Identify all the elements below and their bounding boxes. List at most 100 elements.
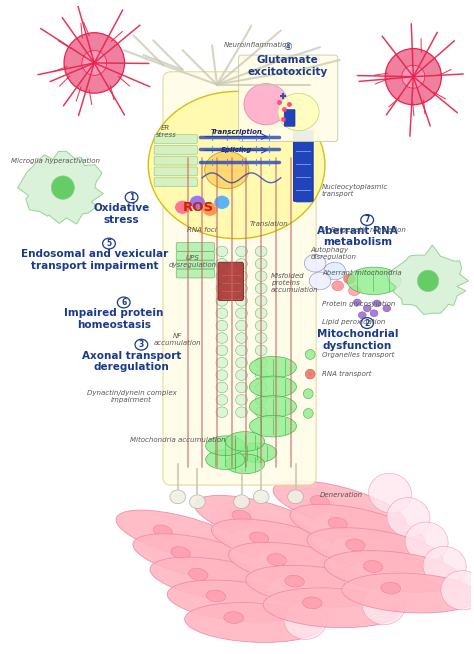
Ellipse shape	[236, 296, 247, 306]
Ellipse shape	[232, 510, 251, 523]
Ellipse shape	[255, 370, 267, 381]
Ellipse shape	[236, 308, 247, 318]
Ellipse shape	[344, 274, 356, 284]
Text: ER
stress: ER stress	[155, 125, 176, 138]
Ellipse shape	[249, 356, 297, 378]
Ellipse shape	[206, 590, 226, 602]
FancyBboxPatch shape	[154, 167, 197, 176]
Ellipse shape	[236, 333, 247, 343]
Text: 3: 3	[139, 340, 144, 349]
Text: 6: 6	[121, 298, 127, 307]
Ellipse shape	[327, 537, 370, 576]
Ellipse shape	[385, 48, 441, 105]
Ellipse shape	[255, 394, 267, 405]
Ellipse shape	[310, 496, 329, 508]
Text: ROS: ROS	[183, 201, 214, 214]
Ellipse shape	[216, 308, 228, 318]
Ellipse shape	[190, 495, 205, 509]
Ellipse shape	[51, 176, 74, 199]
Ellipse shape	[363, 560, 383, 572]
Ellipse shape	[381, 582, 401, 594]
Text: Mitochondria accumulation: Mitochondria accumulation	[130, 437, 226, 443]
Ellipse shape	[303, 389, 313, 399]
Text: Microglia hyperactivation: Microglia hyperactivation	[11, 158, 100, 164]
Ellipse shape	[150, 557, 286, 602]
Ellipse shape	[255, 407, 267, 417]
Ellipse shape	[255, 296, 267, 306]
Ellipse shape	[373, 300, 381, 307]
Ellipse shape	[345, 561, 388, 600]
Ellipse shape	[236, 320, 247, 331]
Ellipse shape	[236, 283, 247, 294]
Ellipse shape	[441, 571, 474, 610]
Text: Axonal transport
deregulation: Axonal transport deregulation	[82, 351, 181, 372]
Ellipse shape	[267, 554, 287, 566]
Ellipse shape	[206, 436, 245, 456]
Ellipse shape	[216, 271, 228, 281]
Ellipse shape	[125, 192, 138, 203]
Text: Transcription: Transcription	[210, 129, 263, 135]
Ellipse shape	[255, 308, 267, 318]
Ellipse shape	[205, 151, 249, 188]
Text: Misfolded
proteins
accumulation: Misfolded proteins accumulation	[271, 273, 319, 293]
Ellipse shape	[284, 600, 327, 640]
Ellipse shape	[369, 473, 411, 513]
Text: Impaired protein
homeostasis: Impaired protein homeostasis	[64, 308, 164, 330]
Ellipse shape	[116, 510, 249, 562]
Ellipse shape	[236, 271, 247, 281]
Ellipse shape	[328, 517, 347, 530]
Ellipse shape	[167, 580, 304, 622]
Ellipse shape	[387, 498, 430, 537]
Ellipse shape	[171, 547, 191, 559]
Text: Endosomal and vexicular
transport impairment: Endosomal and vexicular transport impair…	[21, 249, 168, 271]
Ellipse shape	[185, 602, 322, 642]
Text: Mitochondrial
dysfunction: Mitochondrial dysfunction	[317, 329, 398, 351]
Ellipse shape	[225, 454, 264, 473]
Text: Oxidative
stress: Oxidative stress	[94, 203, 150, 225]
FancyBboxPatch shape	[176, 243, 215, 251]
Ellipse shape	[304, 254, 326, 272]
Text: Translation: Translation	[249, 221, 288, 227]
Ellipse shape	[248, 551, 291, 591]
Ellipse shape	[307, 528, 443, 572]
Ellipse shape	[154, 525, 173, 538]
Ellipse shape	[236, 394, 247, 405]
Ellipse shape	[263, 588, 401, 628]
Ellipse shape	[418, 270, 438, 292]
Ellipse shape	[230, 527, 273, 566]
Text: Glutamate
excitotoxicity: Glutamate excitotoxicity	[247, 55, 328, 77]
Ellipse shape	[64, 33, 125, 93]
Ellipse shape	[302, 597, 322, 609]
Ellipse shape	[324, 551, 461, 593]
Ellipse shape	[216, 246, 228, 257]
Ellipse shape	[133, 534, 268, 581]
FancyBboxPatch shape	[154, 135, 197, 143]
Text: UPS
dysregulation: UPS dysregulation	[168, 254, 217, 267]
Ellipse shape	[303, 409, 313, 419]
Polygon shape	[18, 151, 103, 224]
Ellipse shape	[189, 568, 208, 580]
Ellipse shape	[255, 271, 267, 281]
Text: NF
accumulation: NF accumulation	[154, 334, 201, 346]
Text: II  Epigenetic regulation: II Epigenetic regulation	[322, 227, 406, 233]
Ellipse shape	[309, 272, 331, 290]
Ellipse shape	[216, 320, 228, 331]
Ellipse shape	[190, 196, 205, 209]
Ellipse shape	[216, 283, 228, 294]
Ellipse shape	[236, 258, 247, 269]
Ellipse shape	[246, 565, 383, 607]
Ellipse shape	[236, 382, 247, 393]
Ellipse shape	[202, 202, 218, 216]
FancyBboxPatch shape	[163, 72, 316, 485]
Ellipse shape	[354, 299, 361, 306]
Ellipse shape	[346, 539, 365, 551]
Ellipse shape	[216, 258, 228, 269]
Ellipse shape	[148, 92, 325, 239]
Ellipse shape	[342, 573, 474, 613]
Text: Aberrant RNA
metabolism: Aberrant RNA metabolism	[317, 226, 398, 247]
FancyBboxPatch shape	[284, 110, 295, 126]
FancyBboxPatch shape	[154, 178, 197, 186]
Ellipse shape	[82, 50, 107, 75]
Ellipse shape	[423, 546, 466, 585]
FancyBboxPatch shape	[176, 260, 215, 269]
